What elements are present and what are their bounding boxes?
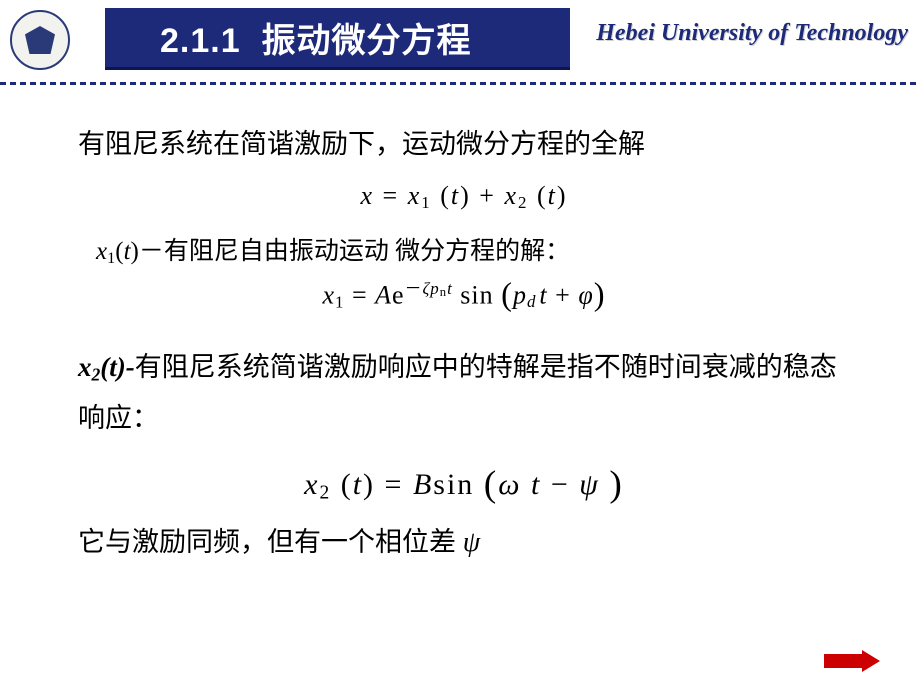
p3-psi: ψ xyxy=(463,527,480,558)
eq1-lhs: x xyxy=(360,181,374,210)
eq1-x1: x xyxy=(408,181,422,210)
slide-content: 有阻尼系统在简谐激励下，运动微分方程的全解 x = x1 (t) + x2 (t… xyxy=(0,85,920,559)
title-bar: 2.1.1 振动微分方程 xyxy=(105,8,570,70)
university-name: Hebei University of Technology xyxy=(596,20,908,47)
line-x1-desc: x1(t)－有阻尼自由振动运动 微分方程的解： xyxy=(78,231,850,268)
x2-desc-text: 有阻尼系统简谐激励响应中的特解是指不随时间衰减的稳态响应： xyxy=(78,352,837,433)
logo-glyph xyxy=(25,26,55,54)
paragraph-2: x2(t)-有阻尼系统简谐激励响应中的特解是指不随时间衰减的稳态响应： xyxy=(78,342,850,445)
next-arrow-icon[interactable] xyxy=(824,650,880,672)
university-logo xyxy=(10,10,80,80)
section-title: 振动微分方程 xyxy=(262,22,472,60)
header-divider xyxy=(0,82,920,85)
slide-header: 2.1.1 振动微分方程 Hebei University of Technol… xyxy=(0,0,920,85)
paragraph-1: 有阻尼系统在简谐激励下，运动微分方程的全解 xyxy=(78,120,850,169)
equation-3: x2 (t) = Bsin (ω t − ψ ) xyxy=(78,463,850,506)
x1-desc-text: 有阻尼自由振动运动 微分方程的解： xyxy=(164,238,570,265)
section-number: 2.1.1 xyxy=(160,22,241,60)
eq1-x2: x xyxy=(504,181,518,210)
logo-circle xyxy=(10,10,70,70)
equation-2: x1 = Ae－ζpnt sin (pdt + φ) xyxy=(78,274,850,314)
equation-1: x = x1 (t) + x2 (t) xyxy=(78,181,850,213)
p3-text: 它与激励同频，但有一个相位差 xyxy=(78,527,463,557)
paragraph-3: 它与激励同频，但有一个相位差 ψ xyxy=(78,520,850,559)
section-heading: 2.1.1 振动微分方程 xyxy=(160,13,472,62)
